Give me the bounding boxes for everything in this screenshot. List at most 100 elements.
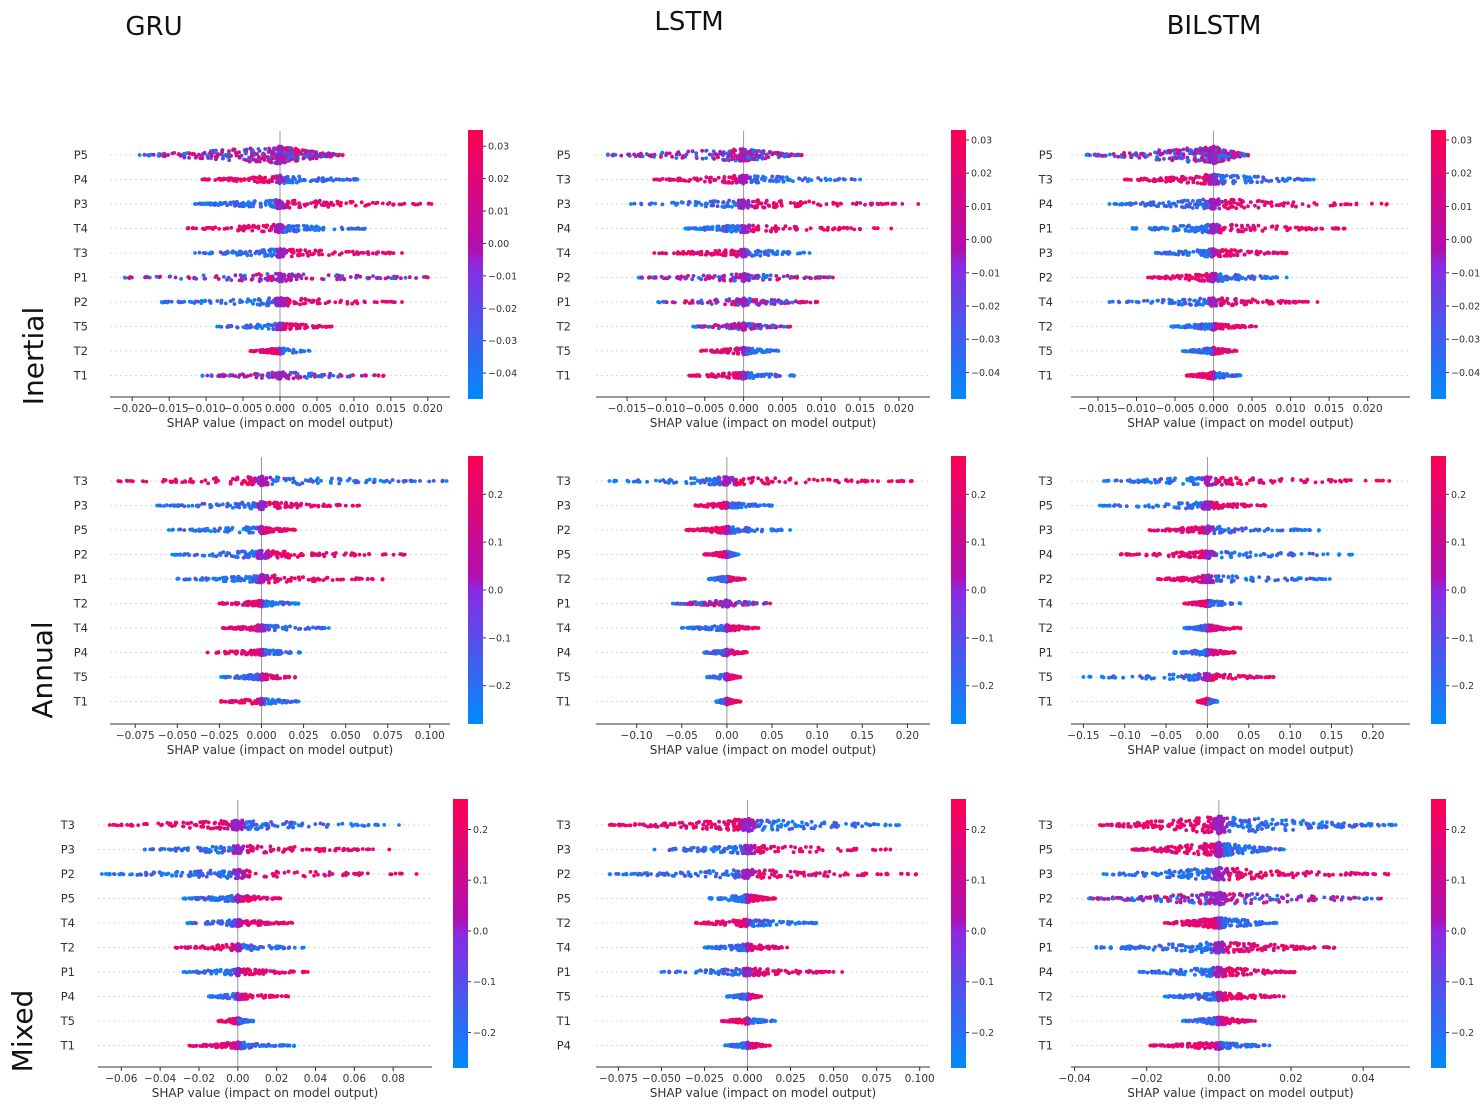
shap-point bbox=[1179, 224, 1183, 228]
shap-point bbox=[315, 299, 319, 303]
shap-point bbox=[1217, 207, 1221, 211]
shap-point bbox=[1213, 205, 1217, 209]
shap-point bbox=[694, 151, 698, 155]
shap-point bbox=[657, 178, 661, 182]
swarm-p2 bbox=[160, 296, 404, 308]
shap-point bbox=[321, 176, 325, 180]
shap-point bbox=[244, 151, 248, 155]
shap-point bbox=[302, 178, 306, 182]
shap-point bbox=[751, 224, 755, 228]
feature-label-p3: P3 bbox=[1039, 246, 1053, 260]
shap-point bbox=[816, 276, 820, 280]
shap-point bbox=[262, 224, 266, 228]
feature-label-p1: P1 bbox=[1039, 222, 1053, 236]
shap-point bbox=[325, 178, 329, 182]
shap-point bbox=[209, 226, 213, 230]
shap-point bbox=[1222, 158, 1226, 162]
shap-point bbox=[705, 227, 709, 231]
shap-point bbox=[334, 153, 338, 157]
shap-point bbox=[740, 302, 744, 306]
x-tick-label: −0.005 bbox=[685, 403, 724, 415]
shap-point bbox=[774, 252, 778, 256]
shap-point bbox=[754, 274, 758, 278]
shap-point bbox=[1122, 153, 1126, 157]
shap-point bbox=[705, 276, 709, 280]
shap-point-extreme bbox=[1154, 251, 1158, 255]
shap-point bbox=[726, 227, 730, 231]
shap-point bbox=[266, 272, 270, 276]
shap-point bbox=[1293, 178, 1297, 182]
shap-point bbox=[1148, 202, 1152, 206]
shap-point bbox=[261, 302, 265, 306]
shap-panel-gru-inertial: P5P4P3T4T3P1P2T5T2T1−0.020−0.015−0.010−0… bbox=[73, 130, 517, 430]
shap-point bbox=[240, 154, 244, 158]
shap-point bbox=[805, 228, 809, 232]
shap-point bbox=[362, 300, 366, 304]
shap-point bbox=[1256, 199, 1260, 203]
shap-point bbox=[1206, 250, 1210, 254]
shap-point bbox=[781, 252, 785, 256]
shap-point bbox=[1184, 251, 1188, 255]
shap-point bbox=[740, 326, 744, 330]
shap-point-extreme bbox=[201, 374, 205, 378]
shap-point bbox=[238, 300, 242, 304]
shap-point bbox=[222, 375, 226, 379]
shap-point bbox=[764, 350, 768, 354]
shap-point-extreme bbox=[123, 276, 127, 280]
feature-label-p4: P4 bbox=[557, 222, 571, 236]
shap-point bbox=[809, 301, 813, 305]
shap-point bbox=[807, 200, 811, 204]
shap-point bbox=[1206, 223, 1210, 227]
shap-point bbox=[259, 274, 263, 278]
shap-point bbox=[389, 300, 393, 304]
shap-point bbox=[269, 228, 273, 232]
shap-point bbox=[1284, 225, 1288, 229]
shap-point bbox=[278, 157, 282, 161]
shap-point bbox=[1265, 201, 1269, 205]
shap-point-extreme bbox=[788, 325, 792, 329]
shap-point bbox=[252, 224, 256, 228]
shap-point bbox=[222, 275, 226, 279]
shap-point bbox=[1161, 152, 1165, 156]
shap-point bbox=[769, 273, 773, 277]
shap-point bbox=[772, 205, 776, 209]
shap-point bbox=[747, 300, 751, 304]
panels: P5P4P3T4T3P1P2T5T2T1−0.020−0.015−0.010−0… bbox=[60, 130, 1480, 1100]
feature-label-t4: T4 bbox=[73, 222, 88, 236]
colorbar-tick-label: 0.00 bbox=[488, 239, 509, 250]
shap-point bbox=[1208, 149, 1212, 153]
feature-label-p1: P1 bbox=[74, 271, 88, 285]
shap-point bbox=[648, 154, 652, 158]
shap-point bbox=[700, 149, 704, 153]
shap-point-extreme bbox=[363, 227, 367, 231]
shap-point-extreme bbox=[193, 202, 197, 206]
shap-point bbox=[284, 279, 288, 283]
shap-point bbox=[741, 377, 745, 381]
shap-point bbox=[257, 373, 261, 377]
shap-point bbox=[193, 301, 197, 305]
shap-point bbox=[674, 156, 678, 160]
shap-point bbox=[203, 277, 207, 281]
shap-point bbox=[381, 202, 385, 206]
shap-point bbox=[1163, 226, 1167, 230]
shap-point bbox=[1164, 176, 1168, 180]
shap-point bbox=[345, 177, 349, 181]
shap-point bbox=[832, 202, 836, 206]
shap-point bbox=[886, 202, 890, 206]
shap-point bbox=[714, 153, 718, 157]
shap-point bbox=[354, 204, 358, 208]
shap-point bbox=[672, 178, 676, 182]
shap-point bbox=[271, 327, 275, 331]
shap-point bbox=[255, 273, 259, 277]
shap-point bbox=[1162, 157, 1166, 161]
shap-point bbox=[360, 200, 364, 204]
shap-point bbox=[271, 157, 275, 161]
shap-point bbox=[776, 151, 780, 155]
shap-point bbox=[872, 226, 876, 230]
shap-point bbox=[318, 199, 322, 203]
shap-point bbox=[779, 300, 783, 304]
swarm-t5 bbox=[215, 322, 333, 332]
shap-point bbox=[730, 230, 734, 234]
shap-point bbox=[1274, 227, 1278, 231]
shap-point bbox=[260, 229, 264, 233]
